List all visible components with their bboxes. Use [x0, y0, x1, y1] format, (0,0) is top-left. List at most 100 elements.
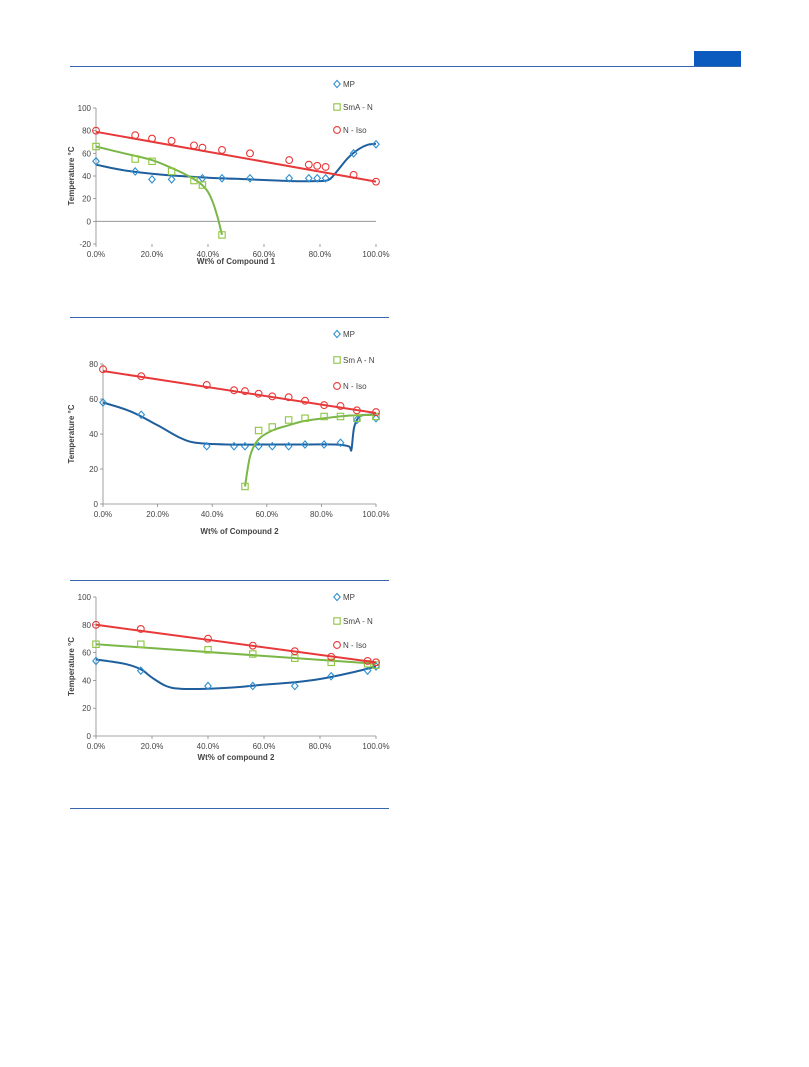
data-point-n-iso [284, 393, 293, 402]
y-tick-label: 80 [89, 360, 98, 369]
data-point-n-iso [268, 392, 277, 401]
data-point-mp [352, 415, 361, 425]
data-point-mp [92, 656, 100, 666]
phase-diagram-chart-compound-1: -20 0 20 40 60 80 100 0.0% 20.0% 40.0% 60.0% 80.0% 1… [60, 76, 400, 272]
data-point-mp [313, 173, 322, 183]
data-point-mp [167, 174, 176, 184]
data-point-mp [218, 173, 226, 183]
data-point-mp [301, 440, 309, 449]
data-point-n-iso [301, 396, 309, 405]
data-point-n-iso [321, 162, 330, 171]
data-point-n-iso [304, 160, 313, 169]
data-point-sma-n [198, 181, 207, 189]
data-point-sm-a-n [320, 412, 328, 421]
legend: MP SmA - N N - Iso [333, 592, 373, 650]
data-point-n-iso [320, 401, 329, 410]
legend-label-sm-a-n: Sm A - N [343, 356, 375, 365]
data-point-mp [99, 398, 107, 407]
x-tick-label: 100.0% [362, 250, 389, 259]
series-sma-n [92, 640, 380, 669]
y-tick-label: 0 [87, 217, 92, 226]
data-point-sm-a-n [336, 412, 345, 421]
legend: MP Sm A - N N - Iso [333, 329, 375, 391]
y-tick-label: 40 [82, 172, 91, 181]
data-point-sma-n [327, 658, 335, 667]
data-point-mp [320, 440, 329, 449]
data-point-n-iso [313, 161, 322, 170]
x-tick-label: 0.0% [87, 742, 105, 751]
data-point-sma-n [131, 155, 139, 163]
data-point-n-iso [136, 625, 145, 633]
trend-line-n-iso [95, 623, 377, 664]
data-point-n-iso [148, 134, 156, 143]
data-point-mp [131, 167, 140, 176]
data-point-n-iso [190, 141, 198, 150]
x-tick-label: 60.0% [255, 510, 278, 519]
data-point-sm-a-n [372, 412, 380, 421]
data-point-mp [372, 413, 380, 423]
data-point-n-iso [92, 620, 100, 629]
data-point-n-iso [92, 126, 100, 135]
data-point-n-iso [241, 387, 249, 396]
y-tick-label: 20 [89, 465, 98, 474]
data-point-n-iso [285, 156, 294, 165]
x-tick-label: 20.0% [141, 250, 164, 259]
data-point-mp [137, 410, 146, 420]
separator-rule [70, 808, 389, 809]
data-point-n-iso [349, 170, 358, 179]
series-sm-a-n [241, 412, 380, 491]
y-axis-title: Temperature °C [67, 146, 76, 205]
data-point-sma-n [137, 640, 145, 649]
x-tick-label: 20.0% [141, 742, 164, 751]
trend-line-mp [102, 401, 377, 452]
y-tick-label: 0 [94, 500, 99, 509]
y-tick-label: 100 [78, 593, 92, 602]
y-tick-label: 20 [82, 704, 91, 713]
data-point-mp [92, 156, 100, 166]
data-point-mp [248, 681, 257, 691]
data-point-n-iso [167, 136, 176, 145]
data-point-mp [321, 173, 330, 183]
series-n-iso [99, 365, 380, 417]
x-tick-label: 100.0% [362, 510, 389, 519]
x-tick-label: 60.0% [253, 250, 276, 259]
legend-marker-n-iso [333, 126, 341, 134]
legend-label-n-iso: N - Iso [343, 126, 367, 135]
trend-line-n-iso [102, 370, 377, 414]
data-point-n-iso [372, 658, 380, 667]
data-point-mp [336, 438, 345, 448]
x-tick-label: 0.0% [94, 510, 112, 519]
data-point-sma-n [204, 646, 212, 654]
data-point-mp [284, 441, 293, 451]
data-point-sma-n [167, 167, 176, 176]
data-point-sm-a-n [268, 423, 277, 431]
x-tick-label: 0.0% [87, 250, 105, 259]
legend-label-sma-n: SmA - N [343, 103, 373, 112]
legend-marker-mp [333, 592, 341, 602]
data-point-mp [290, 681, 299, 691]
data-point-mp [136, 666, 145, 676]
x-tick-label: 80.0% [309, 742, 332, 751]
y-tick-label: 60 [82, 649, 91, 658]
x-axis-title: Wt% of Compound 1 [197, 257, 276, 266]
data-point-mp [268, 441, 277, 451]
legend-label-mp: MP [343, 330, 355, 339]
x-tick-label: 80.0% [309, 250, 332, 259]
data-point-mp [285, 173, 294, 183]
legend-marker-sma-n [333, 617, 341, 625]
series-mp [92, 656, 380, 691]
y-tick-label: 40 [89, 430, 98, 439]
data-point-sm-a-n [254, 426, 263, 435]
header-tab [694, 51, 741, 66]
x-tick-label: 40.0% [197, 742, 220, 751]
data-point-n-iso [218, 145, 226, 154]
data-point-n-iso [99, 365, 107, 374]
y-tick-label: -20 [79, 240, 91, 249]
data-point-sma-n [249, 650, 257, 658]
data-point-sma-n [92, 142, 100, 151]
data-point-mp [204, 681, 212, 691]
data-point-sma-n [218, 231, 226, 239]
data-point-mp [148, 174, 156, 184]
data-point-n-iso [131, 131, 140, 140]
legend-marker-mp [333, 79, 341, 89]
